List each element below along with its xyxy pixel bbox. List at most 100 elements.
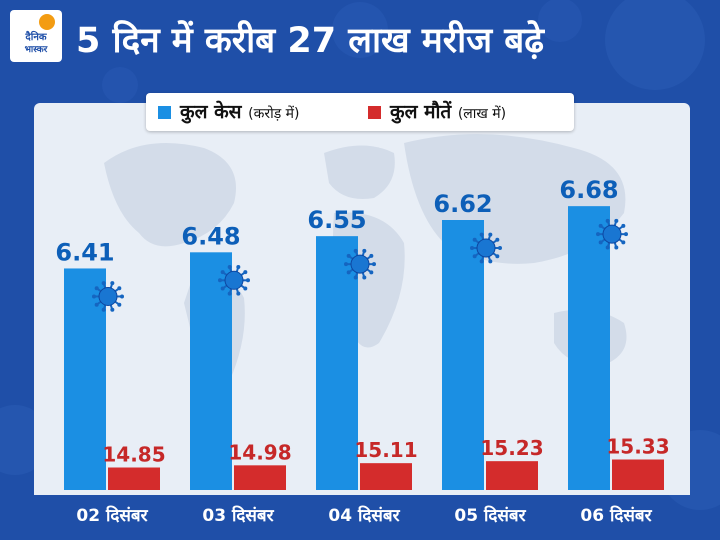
virus-spike-tip — [227, 264, 232, 269]
legend-deaths-label: कुल मौतें (लाख में) — [390, 99, 506, 127]
virus-icon — [92, 281, 124, 312]
data-label-cases: 6.48 — [181, 222, 240, 250]
virus-spike-tip — [472, 237, 477, 242]
x-tick-label: 02 दिसंबर — [76, 505, 148, 526]
bar-cases — [64, 268, 106, 490]
bar-deaths — [360, 463, 412, 490]
bar-deaths — [486, 461, 538, 490]
virus-icon — [596, 218, 628, 250]
virus-spike-tip — [479, 232, 484, 237]
virus-spike-tip — [101, 307, 106, 312]
data-label-cases: 6.68 — [559, 176, 618, 204]
virus-spike-tip — [117, 302, 122, 307]
virus-spike-tip — [369, 270, 374, 275]
virus-spike-tip — [353, 248, 358, 253]
virus-spike-tip — [236, 264, 241, 269]
legend-deaths-swatch — [368, 106, 381, 119]
virus-spike-tip — [243, 270, 248, 275]
x-tick-label: 03 दिसंबर — [202, 505, 274, 526]
virus-spike-tip — [353, 275, 358, 280]
virus-spike-tip — [372, 262, 376, 267]
data-label-deaths: 15.11 — [354, 438, 417, 462]
data-label-cases: 6.41 — [55, 238, 114, 266]
virus-spike-tip — [220, 286, 225, 291]
virus-spike-tip — [598, 240, 603, 245]
data-label-deaths: 15.23 — [480, 436, 543, 460]
virus-spike-tip — [218, 278, 222, 283]
x-tick-label: 06 दिसंबर — [580, 505, 652, 526]
virus-spike-tip — [110, 281, 115, 286]
virus-spike-tip — [621, 223, 626, 228]
virus-spike-tip — [92, 294, 96, 299]
data-label-deaths: 14.98 — [228, 440, 291, 464]
bar-deaths — [108, 467, 160, 490]
brand-logo: दैनिक भास्कर — [10, 10, 62, 62]
virus-icon — [470, 232, 502, 264]
virus-spike-tip — [227, 291, 232, 296]
bar-cases — [316, 236, 358, 490]
virus-spike-tip — [488, 232, 493, 237]
legend-cases-name: कुल केस — [180, 101, 242, 123]
virus-spike-tip — [472, 254, 477, 259]
virus-spike-tip — [220, 270, 225, 275]
virus-spike-tip — [346, 253, 351, 258]
x-tick-label: 05 दिसंबर — [454, 505, 526, 526]
virus-spike-tip — [120, 294, 124, 299]
virus-spike-tip — [605, 245, 610, 250]
virus-spike-tip — [110, 307, 115, 312]
legend: कुल केस (करोड़ में) कुल मौतें (लाख में) — [146, 93, 574, 131]
virus-spike-tip — [488, 259, 493, 264]
data-label-deaths: 14.85 — [102, 443, 165, 467]
bar-cases — [190, 252, 232, 490]
virus-spike-tip — [495, 237, 500, 242]
virus-icon — [344, 248, 376, 280]
data-label-deaths: 15.33 — [606, 435, 669, 459]
virus-spike-tip — [346, 270, 351, 275]
virus-spike-tip — [495, 254, 500, 259]
legend-cases-unit: (करोड़ में) — [248, 106, 300, 122]
virus-spike-tip — [614, 218, 619, 223]
virus-spike-tip — [624, 232, 628, 237]
virus-body — [98, 286, 118, 306]
legend-deaths-unit: (लाख में) — [457, 106, 507, 122]
data-label-cases: 6.55 — [307, 206, 366, 234]
x-tick-label: 04 दिसंबर — [328, 505, 400, 526]
virus-spike-tip — [362, 275, 367, 280]
virus-spike-tip — [498, 246, 502, 250]
virus-spike-tip — [362, 248, 367, 253]
virus-spike-tip — [621, 240, 626, 245]
virus-spike-tip — [94, 286, 99, 291]
virus-spike-tip — [117, 286, 122, 291]
logo-text-line1: दैनिक — [25, 32, 47, 43]
virus-body — [602, 224, 622, 244]
logo-sun-icon — [39, 14, 55, 30]
legend-deaths-name: कुल मौतें — [390, 101, 452, 123]
bar-cases — [568, 206, 610, 490]
virus-body — [476, 238, 496, 258]
virus-spike-tip — [101, 281, 106, 286]
legend-cases-label: कुल केस (करोड़ में) — [180, 99, 300, 127]
virus-spike-tip — [369, 253, 374, 258]
bar-deaths — [234, 465, 286, 490]
virus-spike-tip — [243, 286, 248, 291]
virus-spike-tip — [246, 278, 250, 283]
data-label-cases: 6.62 — [433, 190, 492, 218]
virus-spike-tip — [470, 246, 474, 250]
virus-spike-tip — [605, 218, 610, 223]
virus-spike-tip — [479, 259, 484, 264]
virus-spike-tip — [598, 223, 603, 228]
bar-cases — [442, 220, 484, 490]
legend-cases-swatch — [158, 106, 171, 119]
bar-deaths — [612, 459, 664, 490]
virus-body — [224, 270, 244, 290]
chart-title: 5 दिन में करीब 27 लाख मरीज बढ़े — [76, 21, 545, 61]
virus-spike-tip — [94, 302, 99, 307]
virus-body — [350, 254, 370, 274]
virus-spike-tip — [236, 291, 241, 296]
virus-spike-tip — [614, 245, 619, 250]
logo-text-line2: भास्कर — [24, 45, 48, 55]
virus-spike-tip — [344, 262, 348, 267]
virus-icon — [218, 264, 250, 296]
